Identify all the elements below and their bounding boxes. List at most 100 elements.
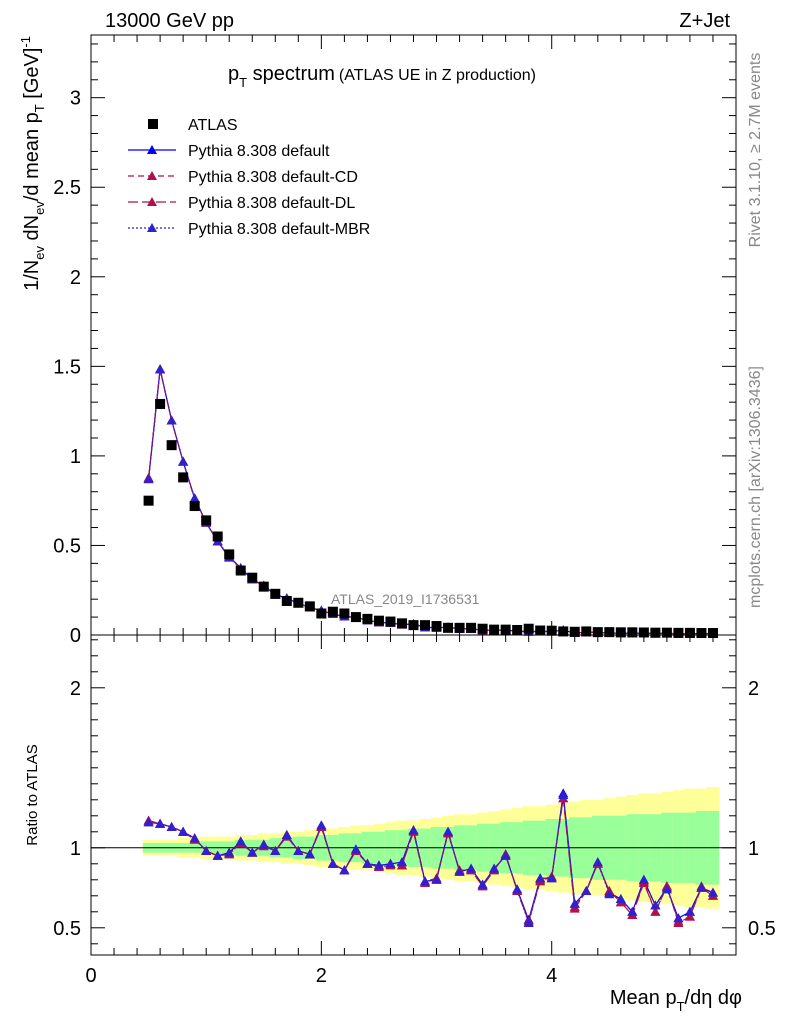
title-p: p <box>228 63 239 85</box>
series-marker-lower <box>350 844 361 854</box>
series-marker-lower <box>650 906 661 916</box>
y-tick-label-upper: 2 <box>70 267 81 289</box>
series-marker-lower <box>477 879 488 889</box>
series-marker-lower <box>362 858 373 868</box>
series-marker-lower <box>293 846 304 855</box>
series-marker-upper <box>166 415 177 425</box>
y-axis-label-upper: 1/Nev dNev/d mean pT [GeV]-1 <box>18 36 47 291</box>
series-marker-lower <box>155 818 166 828</box>
atlas-data-point <box>489 624 500 635</box>
atlas-data-point <box>535 625 546 636</box>
atlas-data-point <box>339 608 350 619</box>
atlas-data-point <box>178 472 189 483</box>
y-tick-label-upper: 0 <box>70 625 81 647</box>
series-marker-lower <box>650 900 661 910</box>
lower-panel: 0 2 4 0.5 0.5 1 1 2 2 <box>53 634 776 987</box>
series-marker-lower <box>523 918 534 927</box>
series-marker-lower <box>696 882 707 892</box>
series-marker-lower <box>396 857 407 867</box>
series-marker-lower <box>166 822 177 831</box>
atlas-data-point <box>143 495 154 506</box>
series-marker-lower <box>420 876 431 886</box>
atlas-data-point <box>258 581 269 592</box>
atlas-data-point <box>650 627 661 638</box>
legend-series-marker <box>147 145 157 154</box>
uncertainty-bands <box>91 787 736 909</box>
series-marker-lower <box>270 846 281 855</box>
y-tick-label-upper: 1.5 <box>53 356 81 378</box>
y-axis-label-lower: Ratio to ATLAS <box>24 744 41 845</box>
atlas-data-point <box>408 620 419 631</box>
lower-marks <box>143 788 718 927</box>
atlas-data-point <box>512 624 523 635</box>
atlas-data-point <box>581 626 592 637</box>
series-marker-lower <box>627 906 638 916</box>
upper-ticks: 0 0.5 1 1.5 2 2.5 3 <box>53 35 736 647</box>
legend-series-marker <box>147 223 157 232</box>
rivet-label: Rivet 3.1.10, ≥ 2.7M events <box>747 53 764 248</box>
series-marker-lower <box>281 830 292 839</box>
title-sub: T <box>239 75 247 90</box>
legend: ATLAS Pythia 8.308 default Pythia 8.308 de… <box>128 117 370 238</box>
atlas-data-point <box>304 601 315 612</box>
y-tick-label-upper: 0.5 <box>53 535 81 557</box>
x-axis-label: Mean pT/dη dφ <box>610 987 742 1014</box>
legend-atlas-label: ATLAS <box>188 117 238 134</box>
atlas-data-point <box>247 572 258 583</box>
series-marker-lower <box>304 849 315 859</box>
series-marker-lower <box>201 846 212 855</box>
atlas-data-point <box>155 398 166 409</box>
legend-series-label: Pythia 8.308 default-DL <box>188 195 355 212</box>
series-marker-lower <box>443 826 454 836</box>
atlas-data-point <box>235 565 246 576</box>
y-tick-label-upper: 3 <box>70 88 81 110</box>
legend-atlas-marker <box>148 119 158 129</box>
series-marker-lower <box>673 913 684 923</box>
y-tick-label-lower: 1 <box>70 838 81 860</box>
atlas-data-point <box>362 613 373 624</box>
legend-series-label: Pythia 8.308 default-CD <box>188 169 358 186</box>
series-marker-upper <box>178 456 189 466</box>
atlas-data-point <box>224 549 235 560</box>
legend-series-label: Pythia 8.308 default-MBR <box>188 221 370 238</box>
series-marker-lower <box>431 874 442 884</box>
atlas-data-point <box>627 627 638 638</box>
atlas-data-point <box>420 620 431 631</box>
series-marker-lower <box>592 857 603 867</box>
series-marker-upper <box>143 474 154 484</box>
series-marker-lower <box>684 911 695 921</box>
chart-title: pT spectrum (ATLAS UE in Z production) <box>228 63 536 90</box>
atlas-data-point <box>604 627 615 638</box>
series-marker-lower <box>569 903 580 913</box>
series-marker-lower <box>535 873 546 883</box>
atlas-data-point <box>454 622 465 633</box>
series-marker-lower <box>500 850 511 860</box>
series-marker-lower <box>454 866 465 876</box>
y-tick-label-upper: 2.5 <box>53 177 81 199</box>
atlas-data-point <box>443 622 454 633</box>
series-marker-lower <box>385 858 396 868</box>
mcplots-label: mcplots.cern.ch [arXiv:1306.3436] <box>747 366 764 608</box>
series-marker-lower <box>673 918 684 927</box>
atlas-data-point <box>281 595 292 606</box>
header-right: Z+Jet <box>679 10 730 32</box>
atlas-data-point <box>327 606 338 617</box>
series-marker-upper <box>189 493 200 503</box>
lower-ticks: 0 2 4 0.5 0.5 1 1 2 2 <box>53 635 776 987</box>
series-marker-lower <box>258 839 269 849</box>
series-marker-lower <box>569 898 580 908</box>
y-tick-label-lower: 0.5 <box>53 918 81 940</box>
atlas-data-point <box>166 440 177 451</box>
atlas-data-point <box>431 621 442 632</box>
series-marker-lower <box>558 790 569 799</box>
series-marker-lower <box>143 817 154 827</box>
atlas-data-point <box>673 627 684 638</box>
series-marker-lower <box>339 865 350 875</box>
series-marker-lower <box>684 906 695 916</box>
series-marker-lower <box>466 863 477 873</box>
x-tick-label: 0 <box>85 965 96 987</box>
series-marker-lower <box>512 884 523 894</box>
series-marker-upper <box>155 364 166 374</box>
atlas-data-point <box>201 515 212 526</box>
